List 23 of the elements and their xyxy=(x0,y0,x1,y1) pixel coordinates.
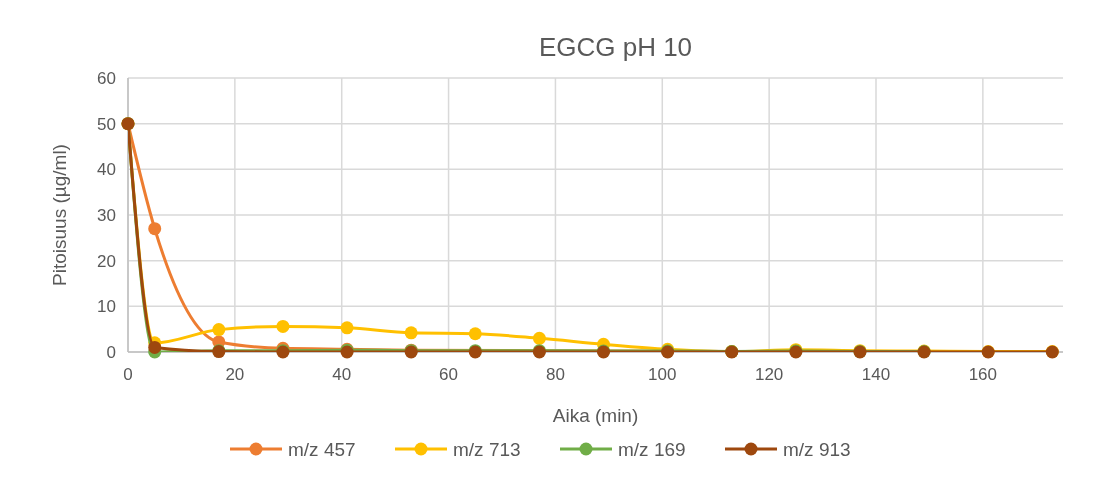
y-tick-label: 50 xyxy=(97,114,116,134)
chart-title: EGCG pH 10 xyxy=(538,32,693,62)
y-tick-label: 40 xyxy=(97,160,116,180)
y-tick-label: 60 xyxy=(97,68,116,88)
x-axis-title: Aika (min) xyxy=(552,405,639,426)
y-tick-label: 10 xyxy=(97,297,116,317)
x-tick-label: 60 xyxy=(439,365,459,384)
x-tick-label: 80 xyxy=(545,365,565,384)
x-tick-label: 120 xyxy=(754,365,784,384)
x-tick-label: 100 xyxy=(648,365,677,384)
legend-label: m/z 457 xyxy=(288,438,356,460)
x-tick-label: 160 xyxy=(968,365,998,384)
y-axis-title: Pitoisuus (µg/ml) xyxy=(49,144,70,286)
x-tick-label: 0 xyxy=(123,365,133,384)
x-tick-label: 140 xyxy=(861,365,891,384)
y-tick-label: 20 xyxy=(97,251,116,271)
y-tick-label: 30 xyxy=(97,205,116,225)
y-tick-label: 0 xyxy=(106,342,116,362)
legend-label: m/z 169 xyxy=(618,438,686,460)
legend-label: m/z 713 xyxy=(453,438,521,460)
x-tick-label: 40 xyxy=(332,365,352,384)
x-tick-label: 20 xyxy=(225,365,245,384)
legend-label: m/z 913 xyxy=(783,438,851,460)
